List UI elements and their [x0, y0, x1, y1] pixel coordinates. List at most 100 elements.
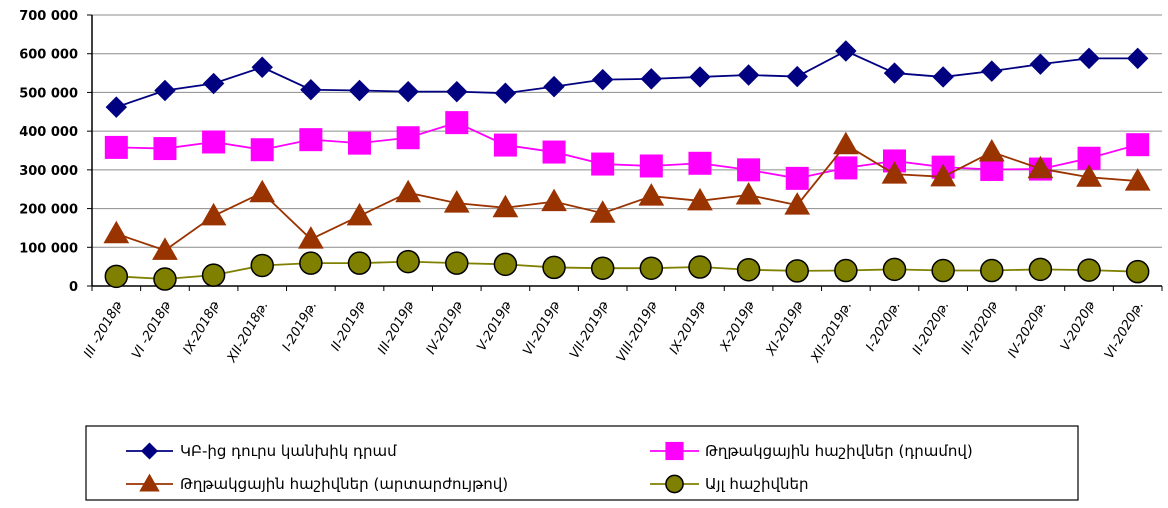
- data-point: [104, 264, 129, 289]
- data-point: [397, 80, 419, 103]
- data-point: [883, 62, 906, 84]
- x-tick-label: IV-2020թ.: [1005, 299, 1050, 361]
- legend: ԿԲ-ից դուրս կանխիկ դրամ Թղթակցային հաշիվն…: [85, 425, 1079, 501]
- legend-box: [85, 425, 1079, 501]
- data-point: [494, 82, 517, 104]
- legend-square-marker: [665, 441, 684, 461]
- data-point: [834, 156, 858, 180]
- data-point: [542, 140, 566, 164]
- data-point: [737, 64, 760, 86]
- data-point: [541, 188, 567, 212]
- data-point: [395, 179, 421, 203]
- data-point: [835, 40, 857, 62]
- data-point: [396, 126, 420, 150]
- x-tick-label: VI -2018թ: [129, 298, 174, 361]
- data-point: [103, 220, 130, 244]
- series-line: [116, 260, 1138, 280]
- series-line: [116, 143, 1138, 252]
- data-point: [980, 157, 1004, 181]
- data-point: [347, 251, 372, 275]
- data-point: [688, 151, 712, 175]
- data-point: [443, 190, 470, 213]
- data-point: [300, 79, 322, 101]
- data-point: [1077, 258, 1101, 282]
- data-point: [833, 131, 859, 155]
- data-point: [493, 133, 517, 157]
- data-point: [153, 267, 177, 291]
- x-tick-label: II-2020թ.: [910, 299, 953, 358]
- data-point: [785, 166, 809, 190]
- legend-triangle-marker: [139, 473, 160, 492]
- legend-label: Թղթակցային հաշիվներ (դրամով): [705, 442, 973, 460]
- data-point: [785, 259, 809, 283]
- data-point: [542, 255, 566, 280]
- data-point: [492, 194, 519, 218]
- tick-labels: 0 100 000 200 000 300 000 400 000 500 000 600 …: [19, 9, 1147, 366]
- x-tick-label: V-2020թ: [1058, 298, 1099, 354]
- series-line: [116, 121, 1138, 180]
- data-point: [299, 251, 323, 275]
- data-point: [1126, 47, 1149, 70]
- legend-label: Այլ հաշիվներ: [705, 475, 809, 493]
- data-point: [932, 66, 954, 88]
- x-tick-label: VI-2020թ.: [1102, 299, 1147, 362]
- data-point: [152, 237, 178, 260]
- data-point: [299, 128, 323, 152]
- data-point: [396, 249, 420, 274]
- data-point: [298, 226, 324, 249]
- x-tick-label: I-2020թ.: [863, 299, 904, 354]
- data-point: [687, 187, 713, 211]
- x-tick-label: XI-2019թ: [763, 298, 807, 359]
- data-point: [978, 139, 1005, 162]
- series-layer: [103, 40, 1151, 291]
- y-tick-label: 200 000: [19, 203, 78, 218]
- x-tick-label: III-2019թ: [375, 298, 418, 357]
- x-tick-label: XII-2019թ.: [808, 299, 856, 366]
- data-point: [200, 202, 227, 226]
- data-point: [589, 200, 616, 223]
- data-point: [638, 183, 665, 206]
- series-4: [104, 249, 1150, 291]
- data-point: [1027, 155, 1054, 179]
- data-point: [931, 258, 955, 283]
- x-tick-label: VI-2019թ: [520, 298, 563, 358]
- data-point: [201, 263, 226, 287]
- data-point: [346, 202, 373, 226]
- x-tick-label: II-2019թ: [328, 298, 369, 354]
- x-tick-label: VII-2019թ: [567, 298, 612, 361]
- data-point: [882, 257, 907, 282]
- data-point: [348, 131, 371, 155]
- data-point: [202, 72, 225, 95]
- legend-item: ԿԲ-ից դուրս կանխիկ դրամ: [126, 442, 397, 460]
- legend-label: Թղթակցային հաշիվներ (արտարժույթով): [180, 475, 508, 493]
- data-point: [543, 75, 565, 98]
- x-tick-label: XII-2018թ.: [224, 299, 272, 366]
- x-tick-label: IV-2019թ: [424, 298, 467, 357]
- data-point: [737, 158, 761, 182]
- data-point: [446, 80, 468, 103]
- data-point: [348, 79, 371, 102]
- legend-item: Թղթակցային հաշիվներ (դրամով): [650, 441, 973, 461]
- data-point: [981, 60, 1003, 82]
- y-tick-label: 0: [69, 280, 78, 295]
- x-tick-label: VIII-2019թ: [614, 298, 661, 365]
- data-point: [445, 251, 469, 275]
- data-point: [1076, 164, 1102, 187]
- y-tick-label: 500 000: [19, 86, 78, 101]
- data-point: [591, 68, 614, 91]
- y-tick-label: 300 000: [19, 164, 78, 179]
- data-point: [591, 152, 615, 176]
- data-point: [493, 252, 518, 277]
- data-point: [735, 182, 762, 205]
- data-point: [1028, 257, 1053, 282]
- x-tick-label: IX-2019թ: [667, 298, 710, 357]
- data-point: [881, 161, 908, 184]
- data-point: [1126, 133, 1150, 157]
- data-point: [689, 66, 711, 88]
- data-point: [930, 163, 956, 187]
- data-point: [1125, 259, 1150, 284]
- x-tick-label: IX-2018թ: [181, 298, 224, 357]
- series-3: [103, 131, 1151, 260]
- data-point: [251, 56, 273, 78]
